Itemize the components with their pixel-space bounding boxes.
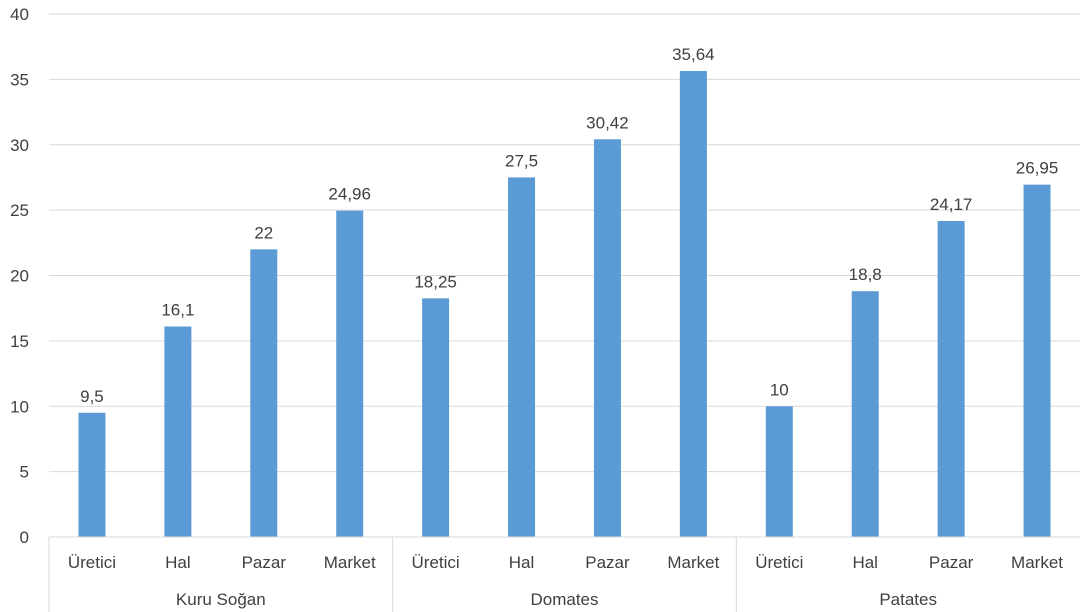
bar — [765, 406, 793, 537]
bar — [679, 71, 707, 537]
x-tick-label: Pazar — [242, 553, 287, 572]
x-tick-label: Üretici — [68, 553, 116, 572]
x-tick-label: Market — [667, 553, 719, 572]
bar — [1023, 184, 1051, 537]
bars — [78, 71, 1051, 538]
data-label: 10 — [770, 380, 789, 399]
data-labels: 9,5 16,1 22 24,96 18,25 27,5 30,42 35,64 10 18,8 2… — [80, 45, 1058, 406]
x-tick-label: Market — [324, 553, 376, 572]
bar — [593, 139, 621, 538]
bar — [851, 291, 879, 537]
bar — [508, 177, 536, 537]
bar — [78, 412, 106, 537]
gridlines — [49, 13, 1080, 473]
x-tick-label: Üretici — [755, 553, 803, 572]
data-label: 24,17 — [930, 195, 973, 214]
x-axis: Üretici Hal Pazar Market Kuru Soğan Üretici Ha… — [48, 536, 1080, 612]
group-label: Domates — [530, 590, 598, 609]
bar — [250, 249, 278, 537]
bar — [422, 298, 450, 537]
data-label: 22 — [254, 223, 273, 242]
data-label: 18,25 — [414, 272, 457, 291]
data-label: 35,64 — [672, 45, 715, 64]
bar — [336, 210, 364, 537]
y-tick-label: 35 — [10, 70, 29, 89]
data-label: 16,1 — [161, 300, 194, 319]
x-tick-label: Market — [1011, 553, 1063, 572]
data-label: 18,8 — [849, 265, 882, 284]
data-label: 9,5 — [80, 387, 104, 406]
y-axis-tick-labels: 0 5 10 15 20 25 30 35 40 — [10, 5, 29, 547]
data-label: 30,42 — [586, 113, 629, 132]
x-tick-label: Hal — [852, 553, 878, 572]
x-tick-label: Hal — [509, 553, 535, 572]
y-tick-label: 5 — [20, 463, 29, 482]
y-tick-label: 20 — [10, 267, 29, 286]
x-tick-label: Hal — [165, 553, 191, 572]
data-label: 26,95 — [1016, 159, 1059, 178]
x-tick-label: Pazar — [585, 553, 630, 572]
x-tick-label: Pazar — [929, 553, 974, 572]
group-label: Patates — [879, 590, 937, 609]
data-label: 27,5 — [505, 151, 538, 170]
y-tick-label: 0 — [20, 528, 29, 547]
group-label: Kuru Soğan — [176, 590, 266, 609]
y-tick-label: 25 — [10, 201, 29, 220]
bar — [164, 326, 192, 537]
x-tick-label: Üretici — [412, 553, 460, 572]
y-tick-label: 30 — [10, 136, 29, 155]
bar — [937, 220, 965, 538]
y-tick-label: 15 — [10, 332, 29, 351]
data-label: 24,96 — [328, 185, 371, 204]
y-tick-label: 10 — [10, 397, 29, 416]
y-tick-label: 40 — [10, 5, 29, 24]
